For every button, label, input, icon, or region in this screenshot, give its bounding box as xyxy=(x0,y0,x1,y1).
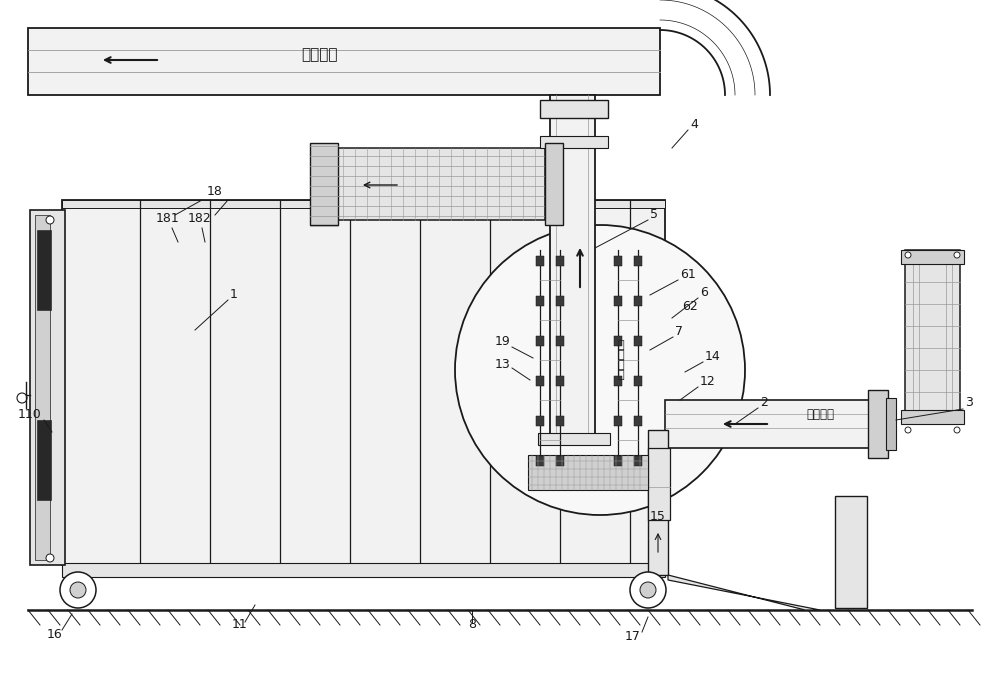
Bar xyxy=(35,215,50,560)
Circle shape xyxy=(640,582,656,598)
Text: 气流方向: 气流方向 xyxy=(302,48,338,63)
Text: 11: 11 xyxy=(232,618,248,631)
Text: 13: 13 xyxy=(494,358,510,371)
Circle shape xyxy=(954,427,960,433)
Bar xyxy=(634,296,642,306)
Text: 182: 182 xyxy=(188,212,212,225)
Text: 6: 6 xyxy=(700,286,708,299)
Bar xyxy=(835,496,867,608)
Bar xyxy=(536,456,544,466)
Polygon shape xyxy=(668,575,820,610)
Bar xyxy=(556,456,564,466)
Text: 8: 8 xyxy=(468,618,476,631)
Bar xyxy=(648,448,670,520)
Text: 16: 16 xyxy=(47,628,63,641)
Bar xyxy=(536,256,544,266)
Bar xyxy=(545,143,563,225)
Circle shape xyxy=(46,216,54,224)
Bar xyxy=(634,376,642,386)
Text: 12: 12 xyxy=(700,375,716,388)
Circle shape xyxy=(630,572,666,608)
Bar xyxy=(540,136,608,148)
Circle shape xyxy=(70,582,86,598)
Text: 61: 61 xyxy=(680,268,696,281)
Bar xyxy=(37,420,51,500)
Bar xyxy=(528,455,648,490)
Bar xyxy=(536,336,544,346)
Bar xyxy=(901,250,964,264)
Text: 181: 181 xyxy=(156,212,180,225)
Bar xyxy=(556,256,564,266)
Text: 3: 3 xyxy=(965,396,973,409)
Text: 14: 14 xyxy=(705,350,721,363)
Text: 18: 18 xyxy=(207,185,223,198)
Bar xyxy=(905,250,960,422)
Text: 7: 7 xyxy=(675,325,683,338)
Text: 1: 1 xyxy=(230,288,238,301)
Bar xyxy=(614,456,622,466)
Text: 4: 4 xyxy=(690,118,698,131)
Text: 110: 110 xyxy=(18,408,42,421)
Bar xyxy=(665,400,872,448)
Circle shape xyxy=(60,572,96,608)
Bar xyxy=(37,230,51,310)
Bar xyxy=(540,100,608,118)
Bar xyxy=(634,336,642,346)
Circle shape xyxy=(954,252,960,258)
Bar xyxy=(614,376,622,386)
Bar xyxy=(310,143,338,225)
Bar xyxy=(550,95,595,440)
Text: 19: 19 xyxy=(494,335,510,348)
Bar xyxy=(536,296,544,306)
Bar xyxy=(30,210,65,565)
Bar xyxy=(614,416,622,426)
Text: 17: 17 xyxy=(625,630,641,643)
Bar xyxy=(901,410,964,424)
Bar xyxy=(335,148,545,220)
Bar xyxy=(634,256,642,266)
Circle shape xyxy=(46,554,54,562)
Bar xyxy=(648,430,668,575)
Bar xyxy=(556,336,564,346)
Bar xyxy=(556,296,564,306)
Text: 62: 62 xyxy=(682,300,698,313)
Circle shape xyxy=(905,252,911,258)
Bar xyxy=(62,200,665,208)
Bar xyxy=(536,416,544,426)
Bar xyxy=(614,336,622,346)
Bar xyxy=(538,433,610,445)
Bar xyxy=(868,390,888,458)
Bar xyxy=(62,563,665,577)
Circle shape xyxy=(455,225,745,515)
Bar xyxy=(614,296,622,306)
Bar xyxy=(886,398,896,450)
Bar xyxy=(536,376,544,386)
Bar xyxy=(556,416,564,426)
Text: 气流方向: 气流方向 xyxy=(806,409,834,421)
Bar xyxy=(28,28,660,95)
Text: 5: 5 xyxy=(650,208,658,221)
Bar xyxy=(634,456,642,466)
Bar xyxy=(556,376,564,386)
Bar xyxy=(62,200,665,565)
Text: 2: 2 xyxy=(760,396,768,409)
Text: 气
流
方
向: 气 流 方 向 xyxy=(618,340,625,380)
Bar xyxy=(634,416,642,426)
Circle shape xyxy=(905,427,911,433)
Text: 15: 15 xyxy=(650,510,666,523)
Bar xyxy=(614,256,622,266)
